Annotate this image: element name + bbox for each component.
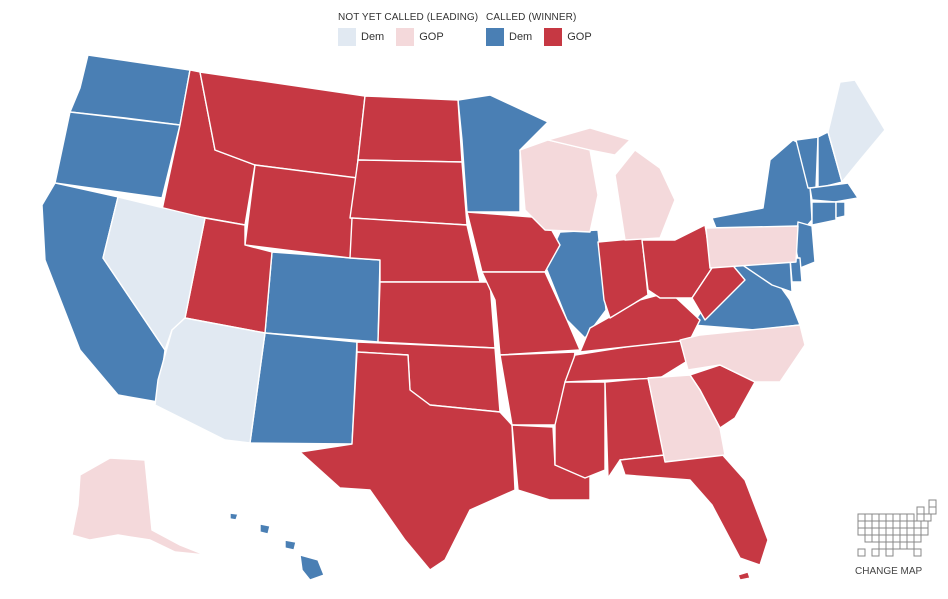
state-new-york[interactable] bbox=[711, 139, 813, 229]
gop-leading-swatch bbox=[396, 28, 415, 46]
grid-map-icon bbox=[857, 499, 937, 557]
dem-called-swatch bbox=[486, 28, 504, 46]
state-hawaii-maui[interactable] bbox=[284, 539, 297, 551]
state-pennsylvania[interactable] bbox=[705, 225, 799, 269]
legend-dem-leading-label: Dem bbox=[361, 31, 385, 43]
state-oregon[interactable] bbox=[54, 111, 181, 199]
state-north-dakota[interactable] bbox=[357, 95, 463, 163]
legend-not-called-title: NOT YET CALLED (LEADING) bbox=[338, 12, 479, 23]
legend-called: CALLED (WINNER) Dem GOP bbox=[486, 12, 598, 46]
legend-gop-leading-label: GOP bbox=[419, 31, 444, 43]
state-massachusetts[interactable] bbox=[809, 182, 859, 203]
legend-dem-leading: Dem bbox=[338, 28, 384, 46]
state-north-carolina[interactable] bbox=[679, 324, 806, 383]
change-map-label: CHANGE MAP bbox=[855, 566, 923, 577]
legend-dem-called: Dem bbox=[486, 28, 532, 46]
state-wyoming[interactable] bbox=[244, 164, 359, 259]
legend-not-called: NOT YET CALLED (LEADING) Dem GOP bbox=[338, 12, 478, 46]
legend-called-title: CALLED (WINNER) bbox=[486, 12, 577, 23]
state-new-mexico[interactable] bbox=[249, 332, 358, 445]
state-rhode-island[interactable] bbox=[835, 201, 846, 219]
state-hawaii[interactable] bbox=[299, 554, 325, 581]
legend-dem-called-label: Dem bbox=[509, 31, 533, 43]
state-louisiana[interactable] bbox=[511, 424, 591, 501]
state-colorado[interactable] bbox=[264, 251, 381, 343]
change-map-button[interactable]: CHANGE MAP bbox=[855, 498, 937, 578]
legend-gop-called: GOP bbox=[544, 28, 592, 46]
dem-leading-swatch bbox=[338, 28, 356, 46]
legend-gop-leading: GOP bbox=[396, 28, 444, 46]
state-mississippi[interactable] bbox=[554, 381, 606, 479]
legend-gop-called-label: GOP bbox=[567, 31, 592, 43]
state-maine[interactable] bbox=[827, 79, 886, 183]
state-texas[interactable] bbox=[299, 351, 516, 571]
state-michigan-up[interactable] bbox=[547, 127, 631, 156]
state-south-dakota[interactable] bbox=[349, 159, 468, 226]
state-arizona[interactable] bbox=[154, 317, 266, 444]
state-michigan[interactable] bbox=[614, 149, 676, 241]
state-florida-keys[interactable] bbox=[737, 571, 751, 581]
state-missouri[interactable] bbox=[481, 271, 581, 356]
state-florida[interactable] bbox=[619, 451, 769, 566]
state-alaska[interactable] bbox=[71, 457, 206, 556]
state-hawaii-kauai[interactable] bbox=[229, 512, 239, 521]
state-georgia[interactable] bbox=[647, 374, 726, 463]
state-connecticut[interactable] bbox=[811, 201, 837, 226]
state-kansas[interactable] bbox=[377, 281, 496, 349]
gop-called-swatch bbox=[544, 28, 563, 46]
state-hawaii-oahu[interactable] bbox=[259, 523, 271, 535]
state-minnesota[interactable] bbox=[457, 94, 549, 213]
